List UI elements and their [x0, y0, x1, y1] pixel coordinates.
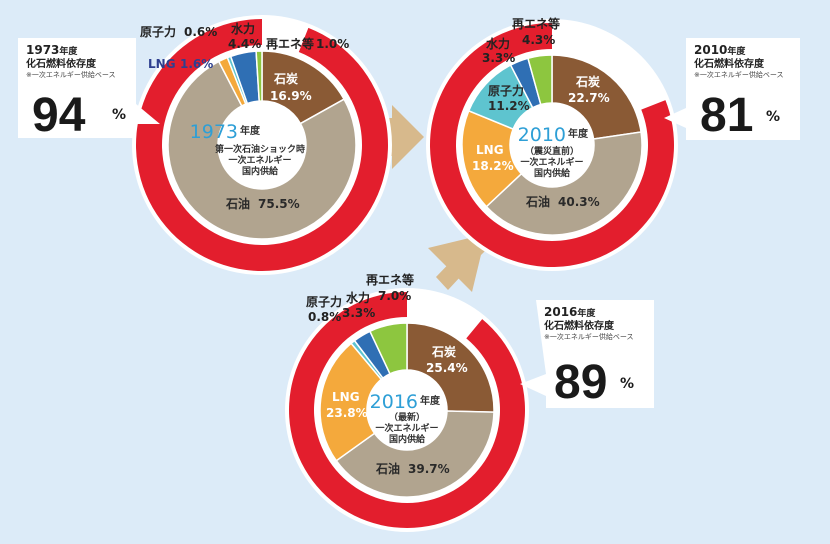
- donut-center-2016: [367, 370, 447, 450]
- callout-year-1973: 1973年度: [26, 43, 78, 57]
- slice-value-hydro-1973: 4.4%: [228, 37, 261, 51]
- slice-value-renewables-2010: 4.3%: [522, 33, 555, 47]
- donut-rings-2016: [285, 288, 529, 532]
- slice-name-nuclear-1973: 原子力: [140, 24, 176, 39]
- donut-rings-2010: [426, 19, 678, 271]
- slice-name-coal-2016: 石炭: [431, 344, 456, 359]
- slice-labels-2010: 石炭 22.7% 石油 40.3% LNG 18.2% 原子力 11.2% 水力…: [472, 16, 610, 209]
- slice-name-renewables-2010: 再エネ等: [512, 16, 560, 31]
- slice-value-renewables-2016: 7.0%: [378, 289, 411, 303]
- year-label-2010: 2010: [518, 124, 566, 146]
- slice-name-lng-2016: LNG: [332, 390, 360, 404]
- desc-line-2-2010: 一次エネルギー: [520, 156, 583, 168]
- slice-value-coal-2010: 22.7%: [568, 91, 610, 105]
- slice-name-coal-2010: 石炭: [575, 74, 600, 89]
- callout-basis-2010: ※一次エネルギー供給ベース: [694, 70, 784, 79]
- slice-value-oil-1973: 75.5%: [258, 197, 300, 211]
- callout-title-2016: 化石燃料依存度: [544, 319, 615, 332]
- year-label-2016: 2016: [370, 391, 418, 413]
- slice-name-coal-1973: 石炭: [273, 71, 298, 86]
- slice-value-lng-2016: 23.8%: [326, 406, 368, 420]
- callout-value-1973: 94: [32, 89, 86, 142]
- callout-2016: 2016年度 化石燃料依存度 ※一次エネルギー供給ベース 89 %: [520, 300, 654, 409]
- year-suffix-2016: 年度: [420, 394, 441, 407]
- callout-year-2010: 2010年度: [694, 43, 746, 57]
- donut-chart-2016: 2016 年度 （最新） 一次エネルギー 国内供給 石炭 25.4% 石油 39…: [285, 272, 529, 532]
- center-label-2016: 2016 年度 （最新） 一次エネルギー 国内供給: [370, 391, 441, 445]
- desc-line-2-2016: 一次エネルギー: [375, 422, 438, 434]
- year-label-1973: 1973: [190, 121, 238, 143]
- callout-2010: 2010年度 化石燃料依存度 ※一次エネルギー供給ベース 81 %: [664, 38, 800, 142]
- slice-value-nuclear-2016: 0.8%: [308, 310, 341, 324]
- desc-line-3-2016: 国内供給: [389, 433, 426, 445]
- slice-name-lng-2010: LNG: [476, 143, 504, 157]
- slice-value-coal-2016: 25.4%: [426, 361, 468, 375]
- center-label-2010: 2010 年度 （震災直前） 一次エネルギー 国内供給: [518, 124, 589, 179]
- desc-line-3-1973: 国内供給: [242, 165, 279, 177]
- donut-rings-1973: [132, 15, 392, 275]
- desc-line-1-2010: （震災直前）: [525, 145, 579, 157]
- year-suffix-2010: 年度: [568, 127, 589, 140]
- slice-labels-2016: 石炭 25.4% 石油 39.7% LNG 23.8% 原子力 0.8% 水力 …: [306, 272, 468, 476]
- callout-unit-2016: %: [620, 376, 634, 392]
- callout-basis-1973: ※一次エネルギー供給ベース: [26, 70, 116, 79]
- slice-name-oil-2016: 石油: [375, 461, 400, 476]
- callout-basis-2016: ※一次エネルギー供給ベース: [544, 332, 634, 341]
- callout-title-1973: 化石燃料依存度: [26, 57, 97, 70]
- callout-box-2016: [520, 300, 654, 408]
- slice-labels-1973: 石炭 16.9% 石油 75.5% LNG 1.6% 原子力 0.6% 水力 4…: [140, 21, 349, 211]
- slice-value-coal-1973: 16.9%: [270, 89, 312, 103]
- callout-title-2010: 化石燃料依存度: [694, 57, 765, 70]
- slice-value-lng-2010: 18.2%: [472, 159, 514, 173]
- slice-name-nuclear-2016: 原子力: [306, 294, 342, 309]
- desc-line-1-2016: （最新）: [389, 411, 425, 423]
- slice-value-renewables-1973: 1.0%: [316, 37, 349, 51]
- desc-line-3-2010: 国内供給: [534, 167, 571, 179]
- donut-center-2010: [510, 103, 594, 187]
- slice-name-renewables-1973: 再エネ等: [266, 36, 314, 51]
- callout-unit-2010: %: [766, 109, 780, 125]
- callout-1973: 1973年度 化石燃料依存度 ※一次エネルギー供給ベース 94 %: [18, 38, 160, 142]
- desc-line-2-1973: 一次エネルギー: [228, 154, 291, 166]
- donut-center-1973: [218, 101, 306, 189]
- callout-value-2010: 81: [700, 89, 753, 142]
- slice-value-nuclear-1973: 0.6%: [184, 25, 217, 39]
- center-label-1973: 1973 年度 第一次石油ショック時 一次エネルギー 国内供給: [190, 121, 305, 177]
- callout-year-2016: 2016年度: [544, 305, 596, 319]
- donut-chart-1973: 1973 年度 第一次石油ショック時 一次エネルギー 国内供給 石炭 16.9%…: [132, 15, 392, 275]
- slice-value-hydro-2010: 3.3%: [482, 51, 515, 65]
- slice-value-oil-2016: 39.7%: [408, 462, 450, 476]
- year-suffix-1973: 年度: [240, 124, 261, 137]
- slice-name-hydro-2016: 水力: [346, 290, 370, 305]
- callout-value-2016: 89: [554, 356, 607, 409]
- callout-box-1973: [18, 38, 160, 138]
- slice-value-lng-1973: 1.6%: [180, 57, 213, 71]
- slice-name-nuclear-2010: 原子力: [488, 83, 524, 98]
- callout-box-2010: [664, 38, 800, 140]
- slice-value-hydro-2016: 3.3%: [342, 306, 375, 320]
- flow-arrow-2010-2016-head: [428, 234, 486, 292]
- slice-name-hydro-2010: 水力: [486, 36, 510, 51]
- slice-value-oil-2010: 40.3%: [558, 195, 600, 209]
- slice-name-oil-2010: 石油: [525, 194, 550, 209]
- slice-name-hydro-1973: 水力: [231, 21, 255, 36]
- desc-line-1-1973: 第一次石油ショック時: [215, 143, 305, 155]
- donut-chart-2010: 2010 年度 （震災直前） 一次エネルギー 国内供給 石炭 22.7% 石油 …: [426, 16, 678, 271]
- callout-unit-1973: %: [112, 107, 126, 123]
- slice-name-lng-1973: LNG: [148, 57, 176, 71]
- slice-name-renewables-2016: 再エネ等: [366, 272, 414, 287]
- slice-name-oil-1973: 石油: [225, 196, 250, 211]
- slice-value-nuclear-2010: 11.2%: [488, 99, 530, 113]
